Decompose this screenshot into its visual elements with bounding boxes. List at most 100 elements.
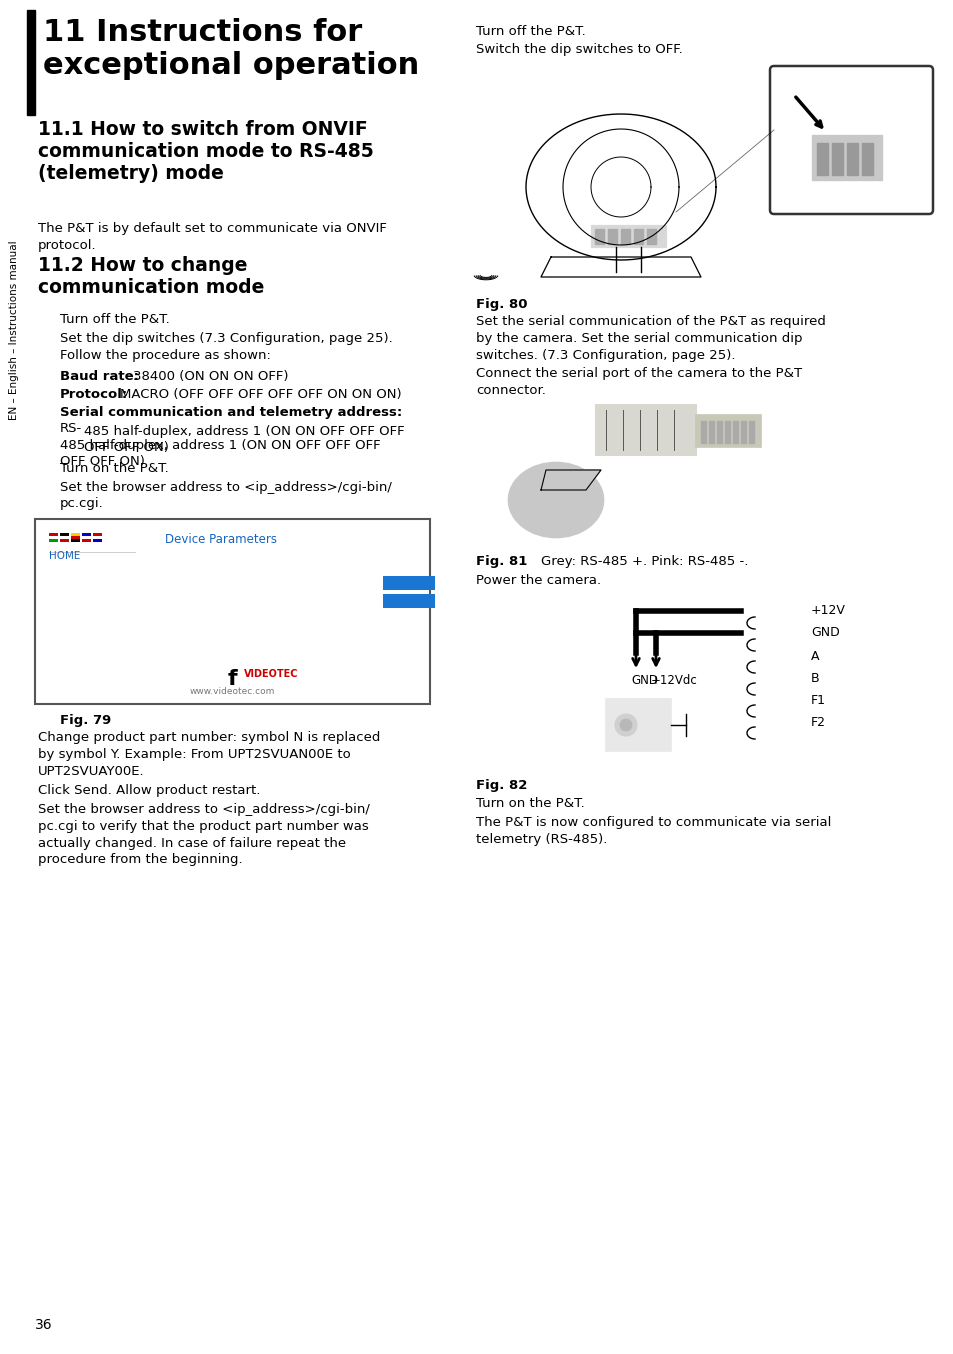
- Bar: [740, 421, 745, 443]
- Text: Set the browser address to <ip_address>/cgi-bin/
pc.cgi.: Set the browser address to <ip_address>/…: [60, 481, 392, 510]
- Bar: [60, 536, 69, 539]
- Text: GND: GND: [810, 627, 839, 639]
- Bar: [82, 533, 91, 536]
- Text: EN – English – Instructions manual: EN – English – Instructions manual: [9, 240, 19, 420]
- Text: Turn off the P&T.: Turn off the P&T.: [60, 313, 170, 326]
- Bar: [382, 575, 435, 590]
- Text: Change product part number: symbol N is replaced
by symbol Y. Example: From UPT2: Change product part number: symbol N is …: [38, 731, 380, 777]
- Text: HOME: HOME: [49, 551, 80, 561]
- Bar: [759, 682, 772, 695]
- Text: RS-
485 half-duplex, address 1 (ON ON OFF OFF OFF
OFF OFF ON): RS- 485 half-duplex, address 1 (ON ON OF…: [60, 422, 380, 468]
- Bar: [607, 229, 617, 244]
- Bar: [71, 539, 80, 542]
- Text: Fig. 80: Fig. 80: [476, 298, 527, 311]
- Text: 38400 (ON ON ON OFF): 38400 (ON ON ON OFF): [132, 370, 288, 383]
- Ellipse shape: [615, 714, 637, 737]
- Text: 485 half-duplex, address 1 (ON ON OFF OFF OFF
OFF OFF ON): 485 half-duplex, address 1 (ON ON OFF OF…: [84, 425, 404, 455]
- Text: 36: 36: [35, 1317, 52, 1332]
- Bar: [759, 705, 772, 718]
- Bar: [605, 699, 670, 751]
- Ellipse shape: [508, 463, 603, 538]
- Bar: [92, 536, 102, 539]
- Bar: [708, 421, 713, 443]
- Bar: [759, 617, 772, 630]
- Bar: [92, 533, 102, 536]
- Text: A: A: [810, 650, 819, 662]
- Bar: [49, 533, 58, 536]
- Text: Device Parameters: Device Parameters: [165, 533, 276, 546]
- FancyBboxPatch shape: [769, 66, 932, 214]
- Bar: [732, 421, 738, 443]
- Bar: [724, 421, 729, 443]
- Text: Set the serial communication of the P&T as required
by the camera. Set the seria: Set the serial communication of the P&T …: [476, 315, 825, 362]
- Text: F2: F2: [810, 716, 825, 730]
- Bar: [831, 144, 842, 175]
- Text: +12Vdc: +12Vdc: [650, 674, 697, 686]
- Bar: [846, 144, 857, 175]
- Text: +12V: +12V: [810, 604, 845, 617]
- Text: 11 Instructions for
exceptional operation: 11 Instructions for exceptional operatio…: [43, 18, 418, 80]
- Text: Serial communication and telemetry address:: Serial communication and telemetry addre…: [60, 406, 402, 418]
- Bar: [811, 135, 882, 180]
- Bar: [862, 144, 872, 175]
- Bar: [816, 144, 827, 175]
- Bar: [82, 536, 91, 539]
- Bar: [596, 405, 696, 455]
- Text: Turn on the P&T.: Turn on the P&T.: [60, 462, 169, 475]
- Bar: [92, 539, 102, 542]
- Bar: [717, 421, 721, 443]
- Text: Grey: RS-485 +. Pink: RS-485 -.: Grey: RS-485 +. Pink: RS-485 -.: [523, 555, 747, 567]
- Text: RESET: RESET: [393, 597, 424, 607]
- Bar: [49, 539, 58, 542]
- Bar: [740, 611, 805, 751]
- Bar: [590, 225, 665, 246]
- Bar: [620, 229, 629, 244]
- Text: Turn on the P&T.: Turn on the P&T.: [476, 798, 584, 810]
- Bar: [165, 552, 405, 569]
- Text: The P&T is now configured to communicate via serial
telemetry (RS-485).: The P&T is now configured to communicate…: [476, 816, 830, 846]
- Bar: [595, 229, 603, 244]
- Text: F1: F1: [810, 695, 825, 708]
- Text: Turn off the P&T.: Turn off the P&T.: [476, 24, 585, 38]
- Text: Product Code: Product Code: [170, 556, 234, 566]
- Bar: [71, 536, 80, 539]
- Bar: [82, 539, 91, 542]
- Bar: [476, 65, 935, 290]
- Text: www.videotec.com: www.videotec.com: [189, 686, 274, 696]
- Bar: [759, 639, 772, 651]
- Text: The P&T is by default set to communicate via ONVIF
protocol.: The P&T is by default set to communicate…: [38, 222, 387, 252]
- Bar: [71, 533, 80, 536]
- Text: VIDEOTEC: VIDEOTEC: [244, 669, 298, 678]
- Text: Set the dip switches (7.3 Configuration, page 25).
Follow the procedure as shown: Set the dip switches (7.3 Configuration,…: [60, 332, 393, 362]
- Text: Fig. 79: Fig. 79: [60, 714, 112, 727]
- Bar: [382, 594, 435, 608]
- Text: Fig. 81: Fig. 81: [476, 555, 527, 567]
- Polygon shape: [540, 470, 600, 490]
- Bar: [60, 539, 69, 542]
- Text: GND: GND: [630, 674, 658, 686]
- Bar: [646, 229, 656, 244]
- Text: 11.1 How to switch from ONVIF
communication mode to RS-485
(telemetry) mode: 11.1 How to switch from ONVIF communicat…: [38, 121, 374, 183]
- Bar: [759, 661, 772, 673]
- Text: f: f: [227, 669, 236, 689]
- Text: MACRO (OFF OFF OFF OFF OFF ON ON ON): MACRO (OFF OFF OFF OFF OFF ON ON ON): [120, 389, 401, 401]
- Text: B: B: [810, 672, 819, 685]
- Text: 11.2 How to change
communication mode: 11.2 How to change communication mode: [38, 256, 264, 297]
- Bar: [35, 519, 430, 704]
- Text: Fig. 82: Fig. 82: [476, 779, 527, 792]
- Bar: [696, 414, 760, 447]
- Text: Protocol:: Protocol:: [60, 389, 128, 401]
- Bar: [27, 9, 35, 115]
- Text: Baud rate:: Baud rate:: [60, 370, 139, 383]
- Bar: [700, 421, 705, 443]
- Bar: [634, 229, 642, 244]
- Text: Set the browser address to <ip_address>/cgi-bin/
pc.cgi to verify that the produ: Set the browser address to <ip_address>/…: [38, 803, 370, 867]
- Bar: [60, 533, 69, 536]
- Text: SEND: SEND: [395, 580, 422, 588]
- Text: Power the camera.: Power the camera.: [476, 574, 600, 588]
- Text: Click Send. Allow product restart.: Click Send. Allow product restart.: [38, 784, 260, 798]
- Bar: [49, 536, 58, 539]
- Text: Connect the serial port of the camera to the P&T
connector.: Connect the serial port of the camera to…: [476, 367, 801, 397]
- Text: Switch the dip switches to OFF.: Switch the dip switches to OFF.: [476, 43, 682, 56]
- Ellipse shape: [619, 719, 631, 731]
